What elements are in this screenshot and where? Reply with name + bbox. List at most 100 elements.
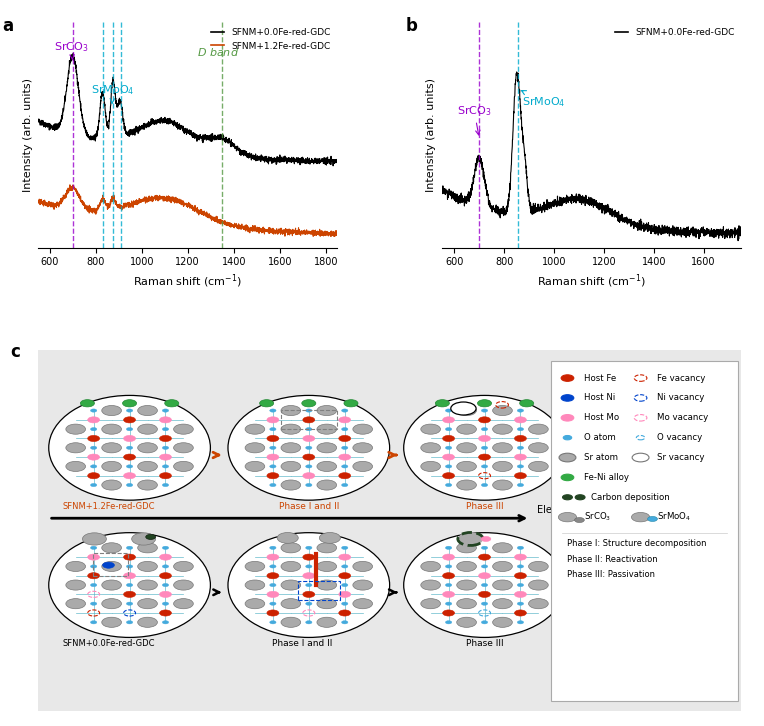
Circle shape <box>124 454 135 460</box>
Circle shape <box>493 406 513 415</box>
Circle shape <box>160 436 171 441</box>
Circle shape <box>173 461 193 471</box>
Circle shape <box>277 532 298 543</box>
Circle shape <box>517 546 523 550</box>
Circle shape <box>302 399 316 407</box>
Text: Phase I: Structure decomposition: Phase I: Structure decomposition <box>567 539 706 548</box>
Circle shape <box>173 424 193 434</box>
Circle shape <box>493 617 513 627</box>
Circle shape <box>162 465 169 468</box>
Circle shape <box>281 424 301 434</box>
Circle shape <box>270 465 276 468</box>
Circle shape <box>442 473 455 478</box>
Circle shape <box>162 621 169 624</box>
Circle shape <box>162 565 169 568</box>
Circle shape <box>126 602 133 605</box>
Circle shape <box>631 513 649 522</box>
Circle shape <box>245 424 265 434</box>
Circle shape <box>173 443 193 453</box>
Circle shape <box>457 461 477 471</box>
Circle shape <box>353 443 373 453</box>
Circle shape <box>481 537 490 542</box>
Circle shape <box>445 584 452 587</box>
Circle shape <box>317 443 337 453</box>
Circle shape <box>281 561 301 571</box>
Ellipse shape <box>228 533 390 637</box>
Circle shape <box>561 375 574 381</box>
Circle shape <box>342 428 348 431</box>
Circle shape <box>478 554 490 560</box>
Circle shape <box>353 561 373 571</box>
Text: O vacancy: O vacancy <box>657 433 702 442</box>
Circle shape <box>353 424 373 434</box>
Circle shape <box>561 415 574 421</box>
Circle shape <box>562 494 572 499</box>
Circle shape <box>306 621 312 624</box>
Circle shape <box>102 599 121 608</box>
Circle shape <box>457 543 477 553</box>
Circle shape <box>445 602 452 605</box>
Circle shape <box>245 443 265 453</box>
Circle shape <box>342 602 348 605</box>
Circle shape <box>267 554 279 560</box>
Circle shape <box>457 561 477 571</box>
Circle shape <box>517 565 523 568</box>
Circle shape <box>353 599 373 608</box>
Circle shape <box>102 617 121 627</box>
Circle shape <box>442 436 455 441</box>
Circle shape <box>126 465 133 468</box>
Ellipse shape <box>403 396 565 500</box>
Ellipse shape <box>403 533 565 637</box>
Circle shape <box>162 428 169 431</box>
Circle shape <box>457 424 477 434</box>
Circle shape <box>563 436 571 440</box>
Circle shape <box>558 513 577 522</box>
Text: SFNM+1.2Fe-red-GDC: SFNM+1.2Fe-red-GDC <box>62 502 155 511</box>
Legend: SFNM+0.0Fe-red-GDC, SFNM+1.2Fe-red-GDC: SFNM+0.0Fe-red-GDC, SFNM+1.2Fe-red-GDC <box>209 26 333 52</box>
Circle shape <box>442 454 455 460</box>
Circle shape <box>478 417 490 423</box>
Circle shape <box>124 573 135 579</box>
Circle shape <box>514 436 526 441</box>
Circle shape <box>306 465 312 468</box>
Circle shape <box>122 399 137 407</box>
Text: Host Ni: Host Ni <box>584 393 616 402</box>
Circle shape <box>267 454 279 460</box>
Circle shape <box>80 399 95 407</box>
Circle shape <box>162 602 169 605</box>
Circle shape <box>514 573 526 579</box>
Circle shape <box>442 573 455 579</box>
Circle shape <box>559 453 576 462</box>
Circle shape <box>124 554 135 560</box>
Circle shape <box>245 561 265 571</box>
Circle shape <box>342 584 348 587</box>
Circle shape <box>445 546 452 550</box>
Circle shape <box>445 621 452 624</box>
Circle shape <box>481 546 487 550</box>
Circle shape <box>88 554 99 560</box>
Text: SrMoO$_4$: SrMoO$_4$ <box>91 83 134 103</box>
Circle shape <box>481 484 487 486</box>
Ellipse shape <box>49 396 210 500</box>
Circle shape <box>245 580 265 590</box>
Circle shape <box>338 417 351 423</box>
Circle shape <box>270 546 276 550</box>
Circle shape <box>88 436 99 441</box>
Circle shape <box>90 546 97 550</box>
Text: Phase III: Phase III <box>466 502 503 511</box>
Text: a: a <box>2 17 14 36</box>
Circle shape <box>478 454 490 460</box>
Circle shape <box>162 484 169 486</box>
Circle shape <box>281 406 301 415</box>
Circle shape <box>270 428 276 431</box>
Circle shape <box>267 591 279 597</box>
Circle shape <box>317 580 337 590</box>
Circle shape <box>160 610 171 616</box>
Text: Phase III: Passivation: Phase III: Passivation <box>567 570 655 579</box>
Legend: SFNM+0.0Fe-red-GDC: SFNM+0.0Fe-red-GDC <box>613 26 736 39</box>
Circle shape <box>126 621 133 624</box>
Circle shape <box>445 409 452 412</box>
Circle shape <box>303 436 315 441</box>
Circle shape <box>66 561 86 571</box>
Circle shape <box>267 417 279 423</box>
